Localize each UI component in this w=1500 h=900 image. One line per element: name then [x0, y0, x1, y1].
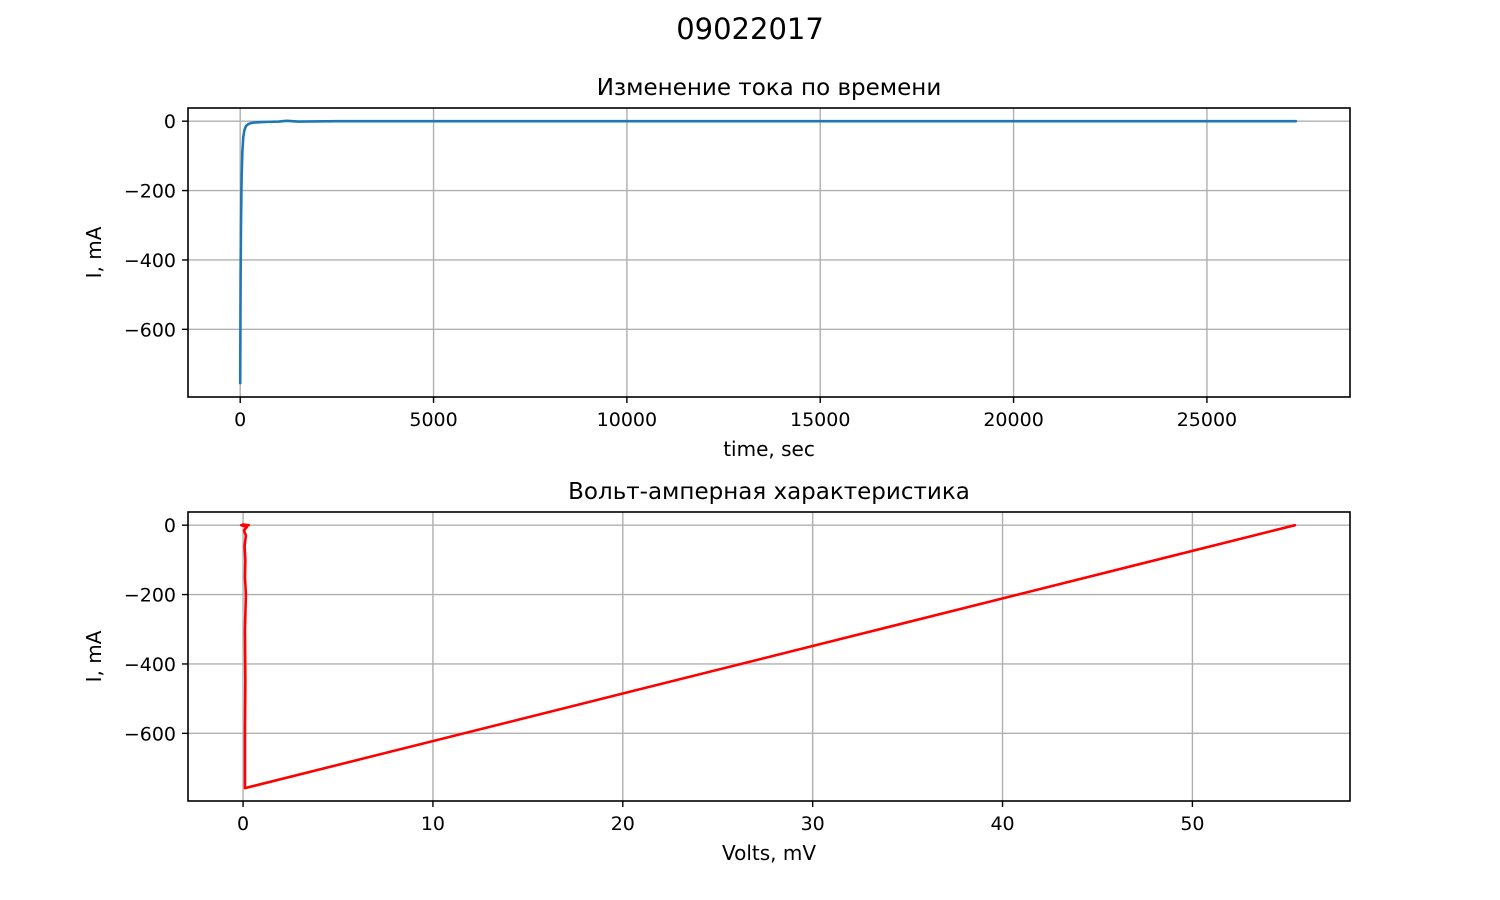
current-time-chart: 0 5000 10000 15000 20000 25000 0 −200 −400 −600 Из… [82, 75, 1351, 461]
current-time-x-tick-label: 15000 [790, 409, 850, 431]
iv-curve-series-line [239, 523, 1297, 790]
current-time-title: Изменение тока по времени [597, 75, 942, 101]
iv-curve-y-tick-label: −200 [124, 585, 176, 607]
current-time-x-tick-label: 5000 [409, 409, 457, 431]
current-time-x-tick-label: 25000 [1177, 409, 1237, 431]
current-time-x-tick-label: 0 [234, 409, 246, 431]
iv-curve-x-tick-label: 40 [990, 813, 1014, 835]
current-time-y-tick-label: 0 [164, 111, 176, 133]
current-time-series-line [238, 119, 1298, 385]
iv-curve-x-tick-label: 10 [421, 813, 445, 835]
current-time-y-tick-label: −200 [124, 181, 176, 203]
current-time-y-tick-label: −600 [124, 319, 176, 341]
current-time-x-tick-label: 20000 [983, 409, 1043, 431]
current-time-x-label: time, sec [723, 437, 815, 461]
current-time-axes-frame [187, 107, 1351, 398]
iv-curve-chart: 0 10 20 30 40 50 0 −200 −400 −600 Вольт-амперная х… [82, 479, 1351, 865]
iv-curve-y-tick-label: −600 [124, 723, 176, 745]
iv-curve-title: Вольт-амперная характеристика [568, 479, 970, 505]
current-time-x-tick-label: 10000 [597, 409, 657, 431]
iv-curve-axes-frame [187, 511, 1351, 802]
current-time-y-label: I, mA [82, 226, 106, 278]
iv-curve-x-tick-label: 50 [1180, 813, 1204, 835]
iv-curve-x-tick-label: 30 [801, 813, 825, 835]
iv-curve-x-tick-label: 0 [237, 813, 249, 835]
iv-curve-y-tick-label: −400 [124, 654, 176, 676]
iv-curve-y-tick-label: 0 [164, 515, 176, 537]
iv-curve-x-label: Volts, mV [722, 841, 816, 865]
iv-curve-y-label: I, mA [82, 630, 106, 682]
figure-title: 09022017 [676, 12, 824, 46]
current-time-y-tick-label: −400 [124, 250, 176, 272]
iv-curve-x-tick-label: 20 [611, 813, 635, 835]
